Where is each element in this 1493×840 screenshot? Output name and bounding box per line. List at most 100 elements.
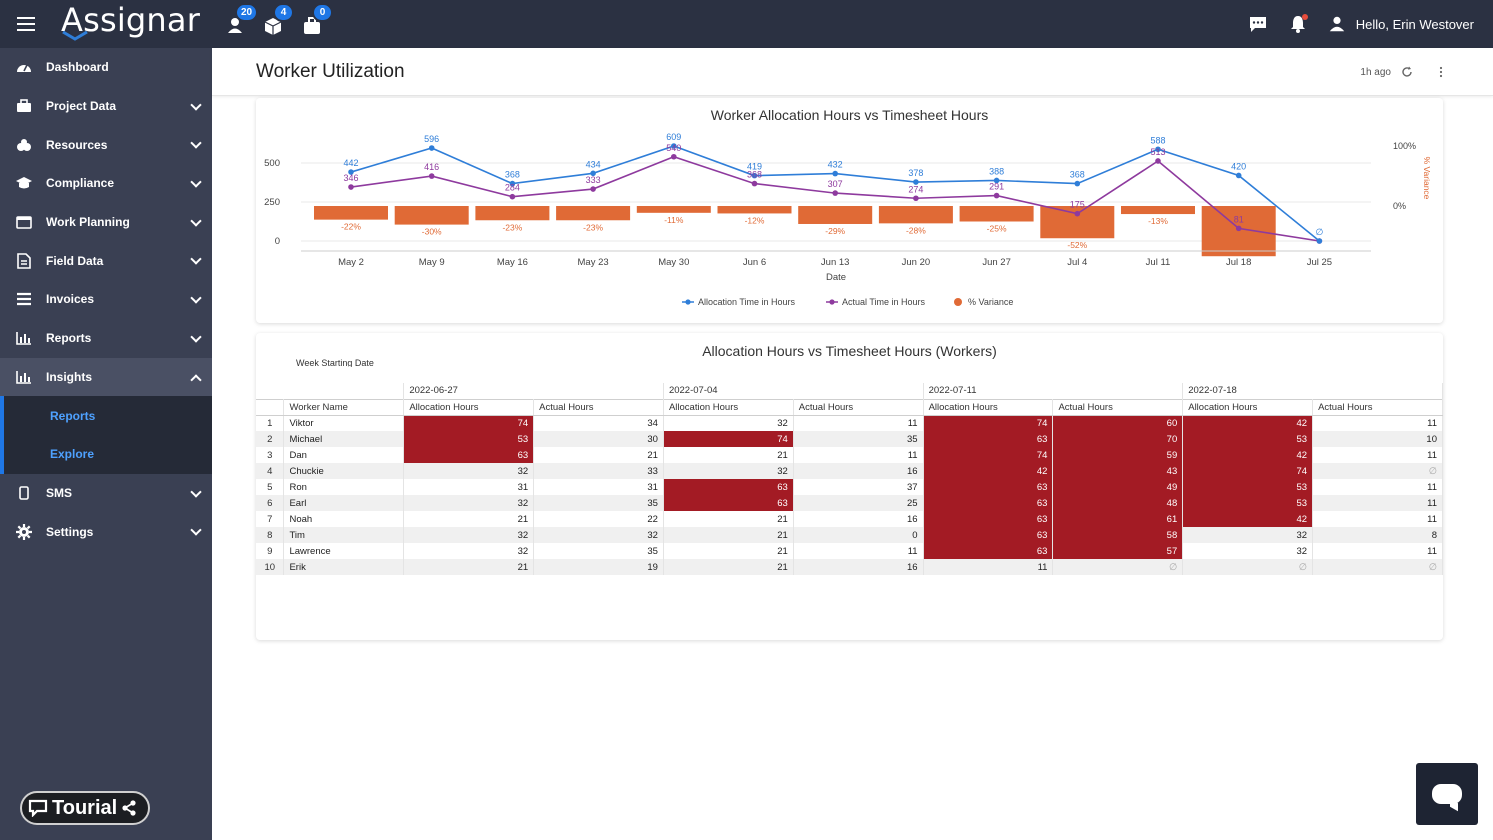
support-chat-button[interactable] [1416,763,1478,825]
x-tick-label: Jun 27 [982,257,1011,268]
variance-bar[interactable] [798,206,873,224]
sidebar-subitem-reports[interactable]: Reports [0,396,212,435]
actual-time-point[interactable] [751,180,758,187]
variance-bar[interactable] [717,206,792,214]
x-tick-label: Jun 13 [821,257,850,268]
sidebar-item-compliance[interactable]: Compliance [0,164,212,203]
table-row[interactable]: 10 Erik 21 19 21 16 11 ∅ ∅ ∅ [256,559,1443,575]
allocation-time-point[interactable] [671,143,677,149]
allocation-time-point[interactable] [509,180,516,187]
column-header-worker-name[interactable]: Worker Name [283,398,405,416]
actual-time-point[interactable] [348,184,354,190]
actual-time-point[interactable] [509,193,516,200]
column-header-allocation-hours[interactable]: Allocation Hours [1182,398,1314,416]
hours-cell: 35 [533,495,664,511]
actual-time-point[interactable] [590,186,596,192]
package-icon[interactable]: 4 [263,3,294,36]
column-header-actual-hours[interactable]: Actual Hours [1312,398,1443,416]
table-row[interactable]: 7 Noah 21 22 21 16 63 61 42 11 [256,511,1443,527]
allocation-time-point[interactable] [993,177,1000,184]
table-row[interactable]: 9 Lawrence 32 35 21 11 63 57 32 11 [256,543,1443,559]
allocation-time-point[interactable] [1235,172,1242,179]
actual-time-point[interactable] [832,190,838,196]
legend-label[interactable]: Actual Time in Hours [842,297,926,307]
share-icon [122,800,136,816]
people-icon[interactable]: 20 [225,3,259,36]
table-row[interactable]: 5 Ron 31 31 63 37 63 49 53 11 [256,479,1443,495]
tourial-button[interactable]: Tourial [20,791,150,825]
chevron-up-icon [190,373,202,386]
menu-icon[interactable] [0,0,52,48]
table-row[interactable]: 1 Viktor 74 34 32 11 74 60 42 11 [256,415,1443,431]
allocation-time-point[interactable] [1316,238,1323,244]
sidebar-item-settings[interactable]: Settings [0,512,212,551]
data-label: 368 [1070,170,1085,180]
sidebar-subitem-explore[interactable]: Explore [0,434,212,474]
allocation-time-point[interactable] [1155,146,1161,153]
week-header[interactable]: 2022-07-11 [923,383,1184,399]
sidebar-item-field-data[interactable]: Field Data [0,241,212,280]
variance-bar[interactable] [636,206,711,213]
week-header[interactable]: 2022-07-04 [663,383,924,399]
sidebar-item-dashboard[interactable]: Dashboard [0,48,212,87]
allocation-time-point[interactable] [832,170,838,177]
actual-time-point[interactable] [1074,210,1081,217]
sidebar-item-reports[interactable]: Reports [0,319,212,358]
legend-label[interactable]: % Variance [968,297,1013,307]
column-header-allocation-hours[interactable]: Allocation Hours [923,398,1054,416]
sidebar-item-project-data[interactable]: Project Data [0,87,212,126]
chat-icon[interactable] [1248,14,1268,34]
more-options-icon[interactable] [1435,66,1447,78]
column-header-allocation-hours[interactable]: Allocation Hours [403,398,535,416]
allocation-time-point[interactable] [428,145,435,151]
column-header-actual-hours[interactable]: Actual Hours [793,398,924,416]
actual-time-point[interactable] [671,153,677,160]
table-row[interactable]: 6 Earl 32 35 63 25 63 48 53 11 [256,495,1443,511]
variance-bar[interactable] [1040,206,1115,239]
table-row[interactable]: 8 Tim 32 32 21 0 63 58 32 8 [256,527,1443,543]
sidebar-item-insights[interactable]: Insights [0,357,212,397]
allocation-time-point[interactable] [348,169,354,175]
data-label: 416 [424,162,439,172]
table-row[interactable]: 2 Michael 53 30 74 35 63 70 53 10 [256,431,1443,447]
variance-bar[interactable] [959,206,1034,222]
user-menu[interactable]: Hello, Erin Westover [1328,15,1474,33]
notification-bell-icon[interactable] [1288,14,1308,34]
hours-cell: 16 [793,559,924,575]
column-header-actual-hours[interactable]: Actual Hours [1052,398,1184,416]
pivot-table: 2022-06-27 2022-07-04 2022-07-11 2022-07-18… [256,383,1443,575]
data-label: 307 [828,179,843,189]
allocation-time-point[interactable] [751,172,758,179]
allocation-time-point[interactable] [913,179,919,185]
column-header-actual-hours[interactable]: Actual Hours [533,398,664,416]
week-header[interactable]: 2022-06-27 [403,383,664,399]
sidebar-item-work-planning[interactable]: Work Planning [0,203,212,242]
combo-chart: -22% -30% -23% -23% -11% -12% -29% -28% -25% -52%… [264,132,1432,307]
table-row[interactable]: 4 Chuckie 32 33 32 16 42 43 74 ∅ [256,463,1443,479]
refresh-icon[interactable] [1401,66,1413,78]
x-tick-label: Jul 4 [1067,257,1087,268]
variance-bar[interactable] [556,206,631,221]
table-row[interactable]: 3 Dan 63 21 21 11 74 59 42 11 [256,447,1443,463]
variance-bar[interactable] [878,206,953,224]
sidebar-item-sms[interactable]: SMS [0,474,212,513]
jobs-icon[interactable]: 0 [302,3,333,36]
actual-time-point[interactable] [993,192,1000,199]
variance-bar[interactable] [1121,206,1195,215]
allocation-time-point[interactable] [590,170,596,177]
variance-bar[interactable] [314,206,388,220]
variance-bar[interactable] [394,206,469,225]
actual-time-point[interactable] [428,173,435,179]
gear-icon [16,523,32,540]
legend-label[interactable]: Allocation Time in Hours [698,297,796,307]
sidebar-item-resources[interactable]: Resources [0,125,212,164]
column-header-allocation-hours[interactable]: Allocation Hours [663,398,794,416]
week-header[interactable]: 2022-07-18 [1182,383,1443,399]
hours-cell: 30 [533,431,664,447]
allocation-time-point[interactable] [1074,180,1081,187]
actual-time-point[interactable] [1235,225,1242,232]
sidebar-item-invoices[interactable]: Invoices [0,280,212,319]
actual-time-point[interactable] [913,195,919,202]
variance-bar[interactable] [475,206,550,221]
actual-time-point[interactable] [1155,158,1161,164]
